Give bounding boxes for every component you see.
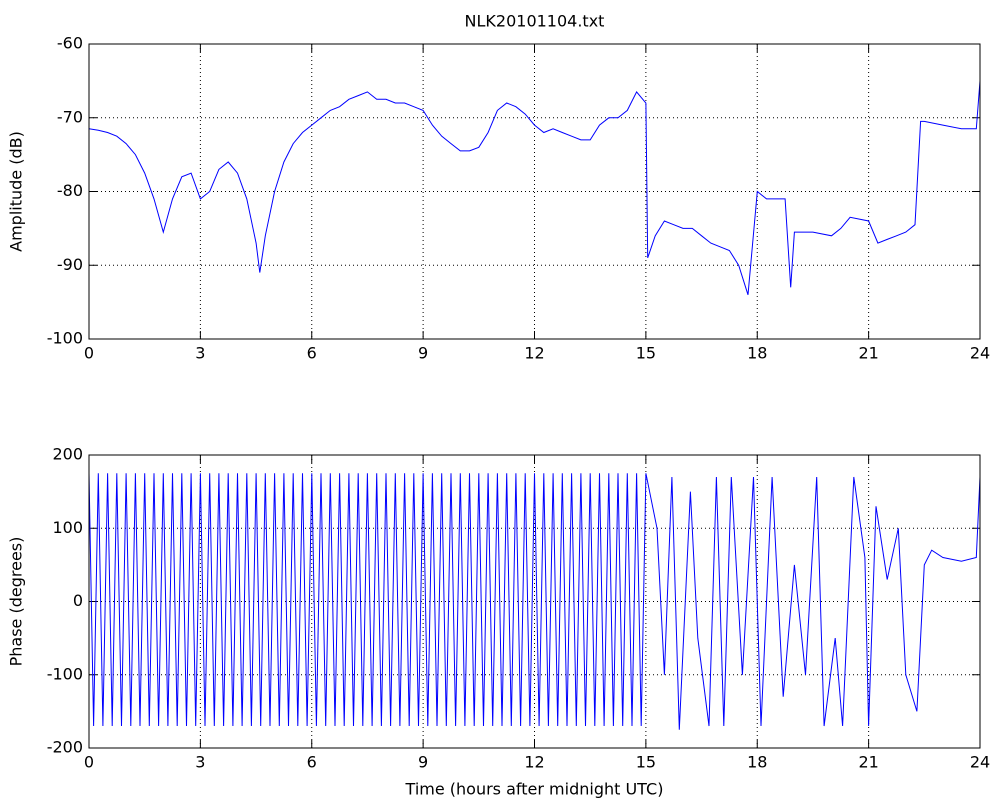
- x-tick-label: 6: [307, 753, 317, 772]
- x-tick-label: 3: [195, 753, 205, 772]
- y-tick-label: -90: [57, 255, 83, 274]
- x-tick-label: 0: [84, 753, 94, 772]
- y-tick-label: -60: [57, 34, 83, 53]
- x-axis-label: Time (hours after midnight UTC): [405, 780, 664, 799]
- y-axis-label: Phase (degrees): [7, 537, 26, 667]
- y-tick-label: -70: [57, 107, 83, 126]
- axes-box: [88, 43, 981, 340]
- x-tick-label: 24: [970, 344, 990, 363]
- x-tick-label: 9: [418, 753, 428, 772]
- x-tick-label: 9: [418, 344, 428, 363]
- y-tick-label: -100: [47, 664, 83, 683]
- x-tick-label: 0: [84, 344, 94, 363]
- y-tick-label: 100: [52, 518, 83, 537]
- y-tick-label: -80: [57, 181, 83, 200]
- chart-title: NLK20101104.txt: [465, 12, 605, 31]
- x-tick-label: 21: [858, 344, 878, 363]
- y-tick-label: -200: [47, 738, 83, 757]
- x-tick-label: 15: [636, 753, 656, 772]
- x-tick-label: 12: [524, 344, 544, 363]
- x-tick-label: 12: [524, 753, 544, 772]
- x-tick-label: 6: [307, 344, 317, 363]
- x-tick-label: 24: [970, 753, 990, 772]
- x-tick-label: 18: [747, 344, 767, 363]
- x-tick-label: 15: [636, 344, 656, 363]
- axes-box: [88, 454, 981, 749]
- x-tick-label: 3: [195, 344, 205, 363]
- y-tick-label: -100: [47, 329, 83, 348]
- x-tick-label: 18: [747, 753, 767, 772]
- y-tick-label: 0: [73, 591, 83, 610]
- y-axis-label: Amplitude (dB): [7, 131, 26, 252]
- data-line: [88, 80, 981, 295]
- y-tick-label: 200: [52, 445, 83, 464]
- x-tick-label: 21: [858, 753, 878, 772]
- data-line: [88, 473, 981, 730]
